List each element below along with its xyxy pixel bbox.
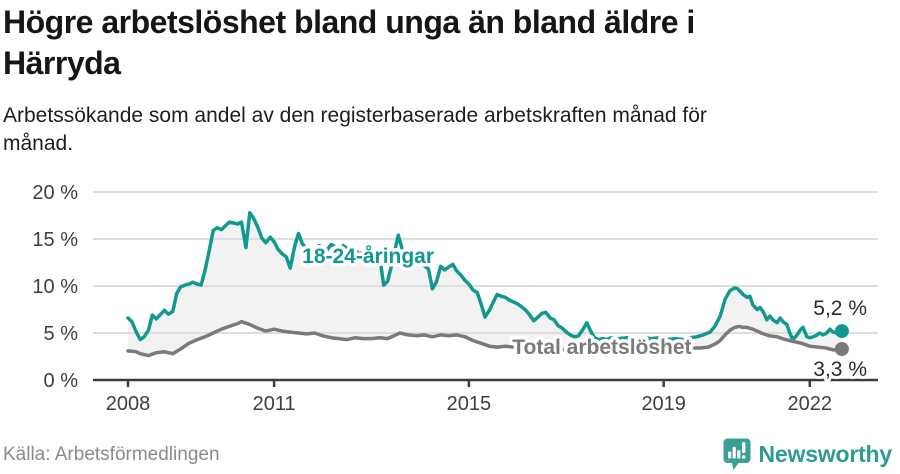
newsworthy-logo-text: Newsworthy xyxy=(758,441,893,467)
x-tick-label: 2019 xyxy=(641,393,686,415)
x-tick-label: 2011 xyxy=(253,393,296,415)
y-tick-label: 0 % xyxy=(44,370,79,392)
chart-subtitle-line-1: Arbetssökande som andel av den registerb… xyxy=(3,104,707,127)
y-tick-label: 5 % xyxy=(44,323,79,345)
bar-chart-icon xyxy=(727,451,731,459)
x-tick-label: 2022 xyxy=(788,393,833,415)
series-label: 18-24-åringar xyxy=(302,245,434,268)
series-label: Total arbetslöshet xyxy=(512,336,691,359)
between-series-band xyxy=(128,212,842,356)
page-title-line-2: Härryda xyxy=(3,45,121,81)
y-tick-label: 20 % xyxy=(32,182,78,204)
chart-subtitle: Arbetssökande som andel av den registerb… xyxy=(3,102,707,158)
newsworthy-logo-icon xyxy=(723,438,751,470)
x-tick-label: 2008 xyxy=(106,393,151,415)
end-value-label: 3,3 % xyxy=(813,358,867,381)
page-title-line-1: Högre arbetslöshet bland unga än bland ä… xyxy=(3,4,695,40)
series-end-dot xyxy=(834,342,849,356)
y-tick-label: 10 % xyxy=(32,276,78,298)
end-value-label: 5,2 % xyxy=(813,297,867,320)
series-end-dot xyxy=(834,324,849,339)
source-note: Källa: Arbetsförmedlingen xyxy=(3,444,220,465)
series-line xyxy=(126,210,844,342)
y-tick-label: 15 % xyxy=(32,229,78,251)
series-line xyxy=(126,319,844,358)
exclamation-icon xyxy=(741,442,745,453)
x-tick-label: 2015 xyxy=(447,393,492,415)
page-title: Högre arbetslöshet bland unga än bland ä… xyxy=(3,2,695,84)
line-chart: 0 % 5 % 10 % 15 % 20 % 2008 2011 2015 2019 2022 18… xyxy=(32,182,878,415)
newsworthy-logo: Newsworthy xyxy=(722,437,892,472)
chart-subtitle-line-2: månad. xyxy=(3,132,74,155)
